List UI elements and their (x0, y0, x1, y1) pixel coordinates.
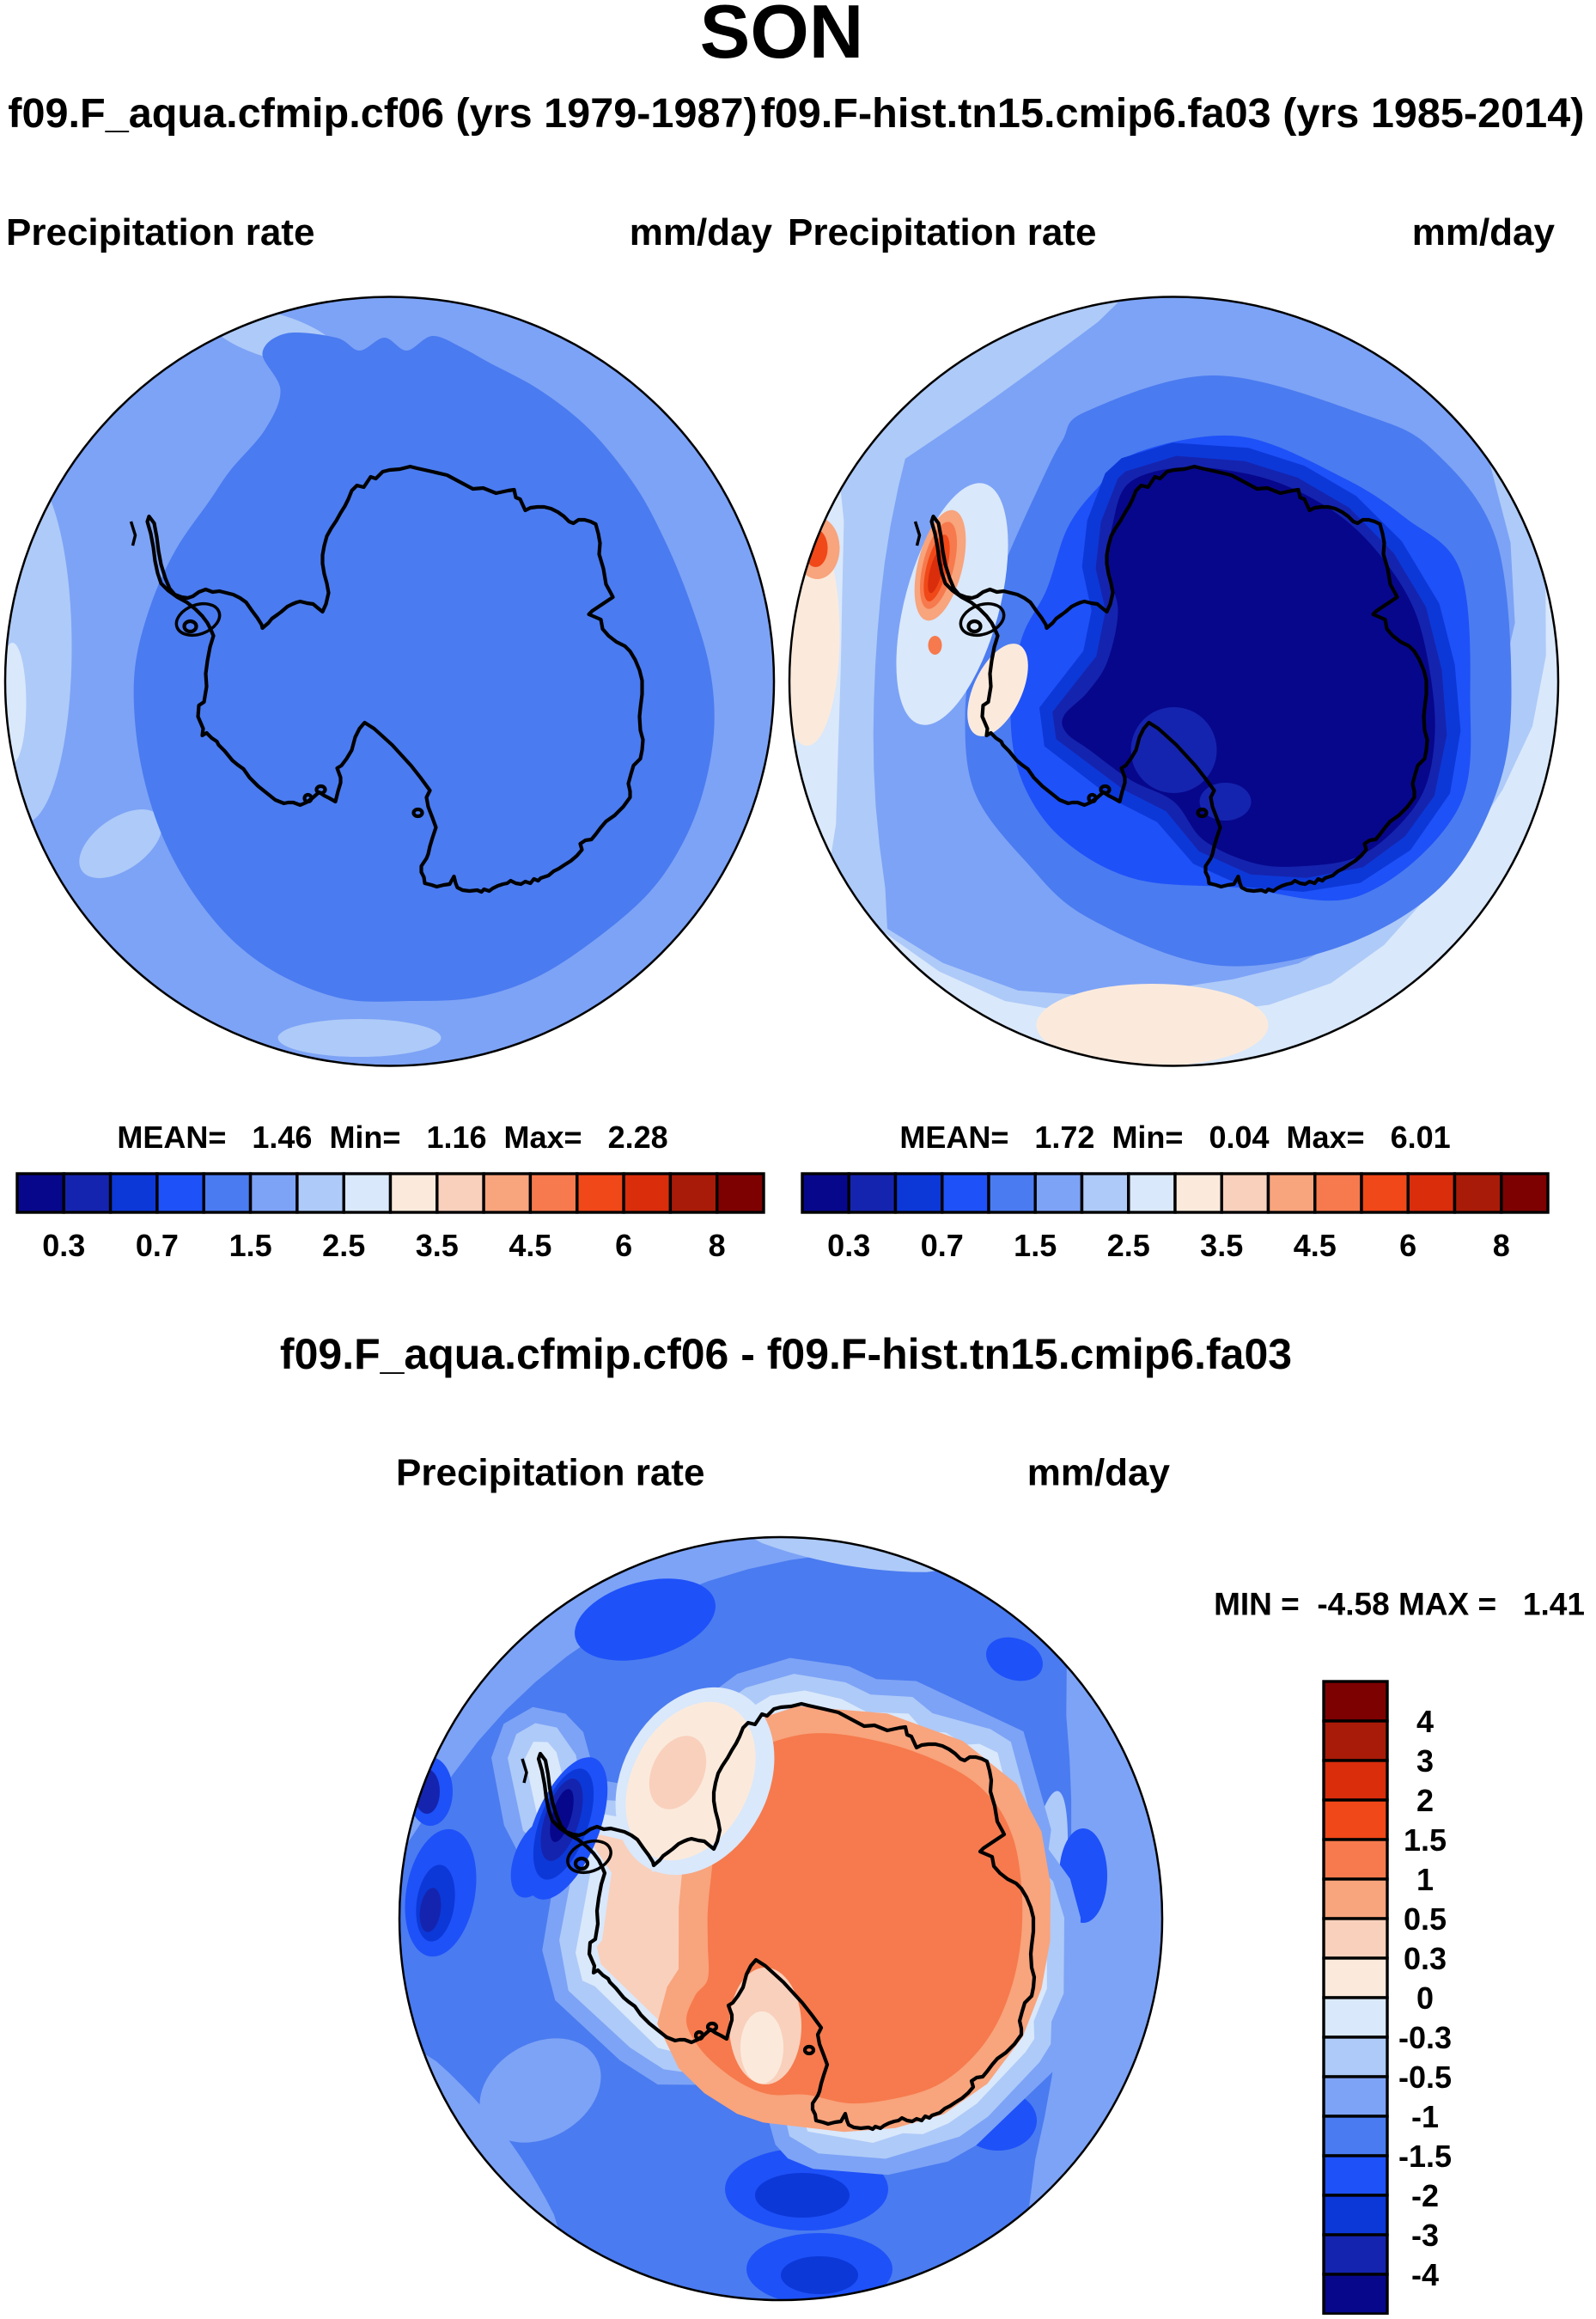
svg-text:SON: SON (700, 0, 864, 74)
svg-text:-4: -4 (1411, 2257, 1439, 2292)
svg-text:0.3: 0.3 (827, 1228, 870, 1263)
svg-text:2.5: 2.5 (322, 1228, 365, 1263)
svg-text:-0.5: -0.5 (1398, 2060, 1452, 2095)
svg-text:MEAN= 1.72 Min= 0.04 Max: MEAN= 1.72 Min= 0.04 Max= 6.01 (899, 1120, 1450, 1155)
svg-text:MIN = -4.58 MAX = 1.41: MIN = -4.58 MAX = 1.41 (1214, 1587, 1585, 1622)
svg-text:1.5: 1.5 (229, 1228, 272, 1263)
svg-text:Precipitation rate: Precipitation rate (6, 211, 314, 253)
svg-text:Precipitation rate: Precipitation rate (396, 1452, 704, 1494)
svg-text:f09.F-hist.tn15.cmip6.fa03 (yr: f09.F-hist.tn15.cmip6.fa03 (yrs 1985-201… (761, 90, 1585, 137)
svg-text:4: 4 (1416, 1704, 1434, 1739)
svg-text:3.5: 3.5 (416, 1228, 459, 1263)
svg-text:-0.3: -0.3 (1398, 2020, 1452, 2055)
svg-text:8: 8 (709, 1228, 726, 1263)
svg-text:8: 8 (1493, 1228, 1510, 1263)
svg-text:mm/day: mm/day (1027, 1452, 1171, 1494)
svg-text:Precipitation rate: Precipitation rate (788, 211, 1096, 253)
svg-text:0.7: 0.7 (136, 1228, 179, 1263)
svg-text:2.5: 2.5 (1107, 1228, 1150, 1263)
svg-text:4.5: 4.5 (1294, 1228, 1337, 1263)
svg-text:0.3: 0.3 (42, 1228, 85, 1263)
svg-text:4.5: 4.5 (509, 1228, 551, 1263)
svg-text:3: 3 (1416, 1743, 1434, 1779)
svg-text:mm/day: mm/day (630, 211, 773, 253)
svg-text:0: 0 (1416, 1980, 1434, 2016)
svg-text:3.5: 3.5 (1200, 1228, 1243, 1263)
svg-text:f09.F_aqua.cfmip.cf06 - f09.F-: f09.F_aqua.cfmip.cf06 - f09.F-hist.tn15.… (280, 1330, 1292, 1378)
svg-text:-3: -3 (1411, 2218, 1439, 2253)
svg-text:mm/day: mm/day (1412, 211, 1556, 253)
svg-text:-2: -2 (1411, 2178, 1439, 2213)
svg-text:1.5: 1.5 (1014, 1228, 1057, 1263)
svg-text:6: 6 (615, 1228, 632, 1263)
svg-text:2: 2 (1416, 1783, 1434, 1818)
svg-text:6: 6 (1399, 1228, 1416, 1263)
svg-text:0.3: 0.3 (1404, 1941, 1447, 1976)
svg-text:1: 1 (1416, 1862, 1434, 1897)
svg-text:f09.F_aqua.cfmip.cf06 (yrs 197: f09.F_aqua.cfmip.cf06 (yrs 1979-1987) (8, 90, 757, 137)
svg-text:-1: -1 (1411, 2099, 1439, 2134)
svg-text:1.5: 1.5 (1404, 1822, 1447, 1858)
svg-text:-1.5: -1.5 (1398, 2139, 1452, 2174)
svg-text:0.7: 0.7 (921, 1228, 964, 1263)
svg-text:MEAN= 1.46 Min= 1.16 Max: MEAN= 1.46 Min= 1.16 Max= 2.28 (117, 1120, 667, 1155)
svg-text:0.5: 0.5 (1404, 1901, 1447, 1937)
